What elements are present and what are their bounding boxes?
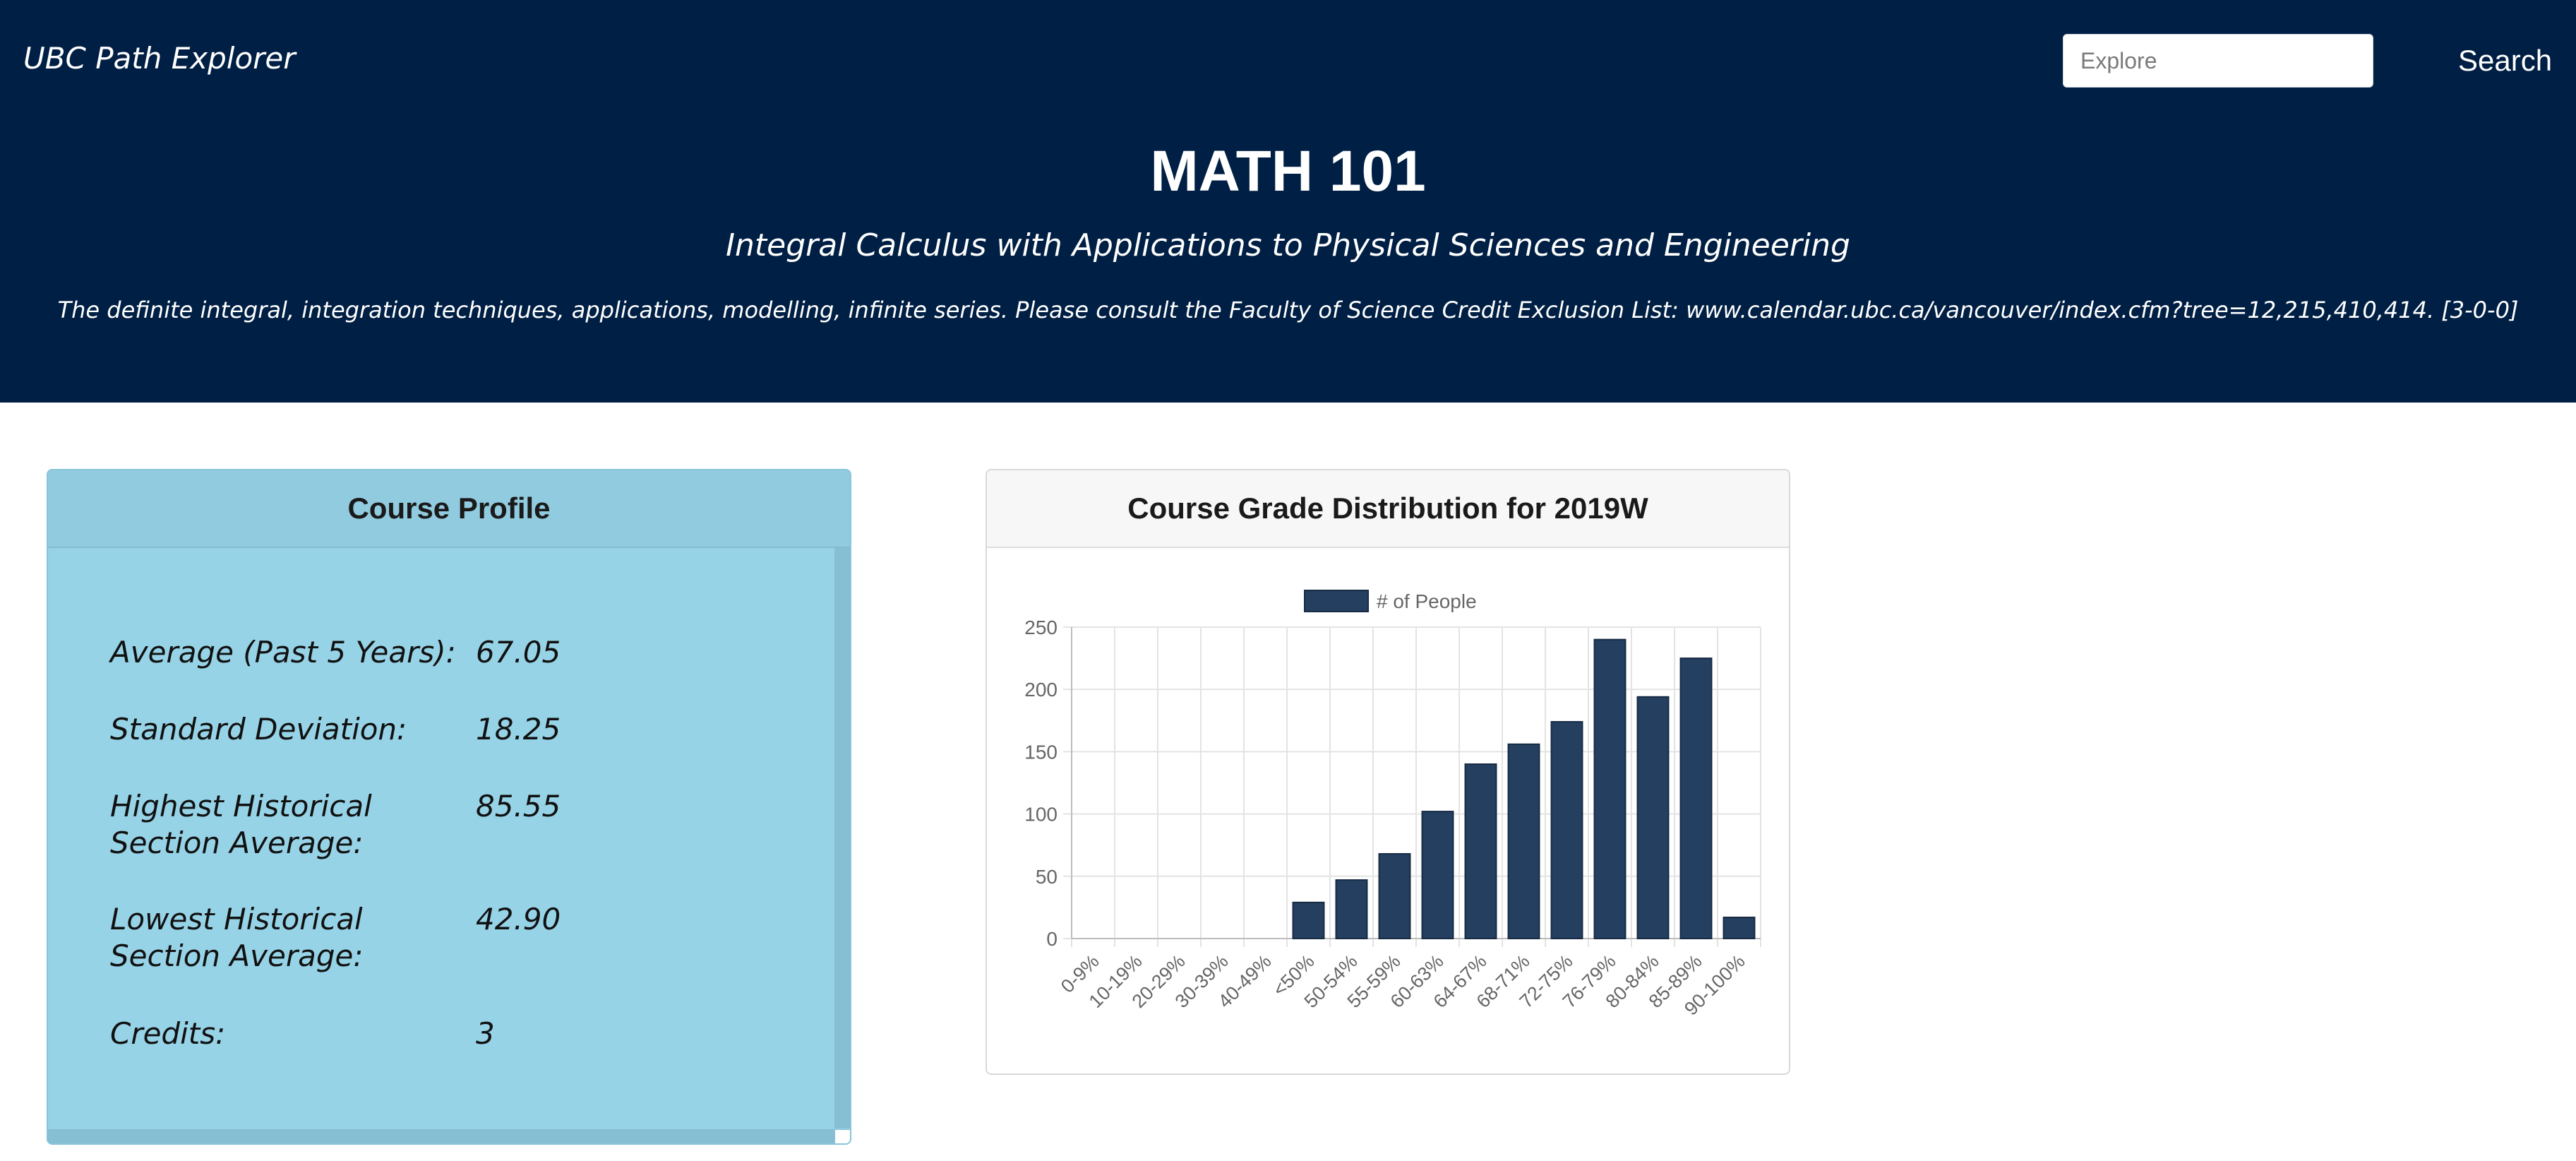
course-profile-card: Course Profile Average (Past 5 Years): 6… — [47, 469, 851, 1145]
y-tick-label: 0 — [1046, 928, 1058, 950]
search-button[interactable]: Search — [2443, 34, 2568, 88]
bar-55-59% — [1378, 853, 1411, 940]
course-title: Integral Calculus with Applications to P… — [726, 227, 1850, 263]
brand-link[interactable]: UBC Path Explorer — [23, 41, 296, 76]
grade-distribution-title: Course Grade Distribution for 2019W — [987, 470, 1789, 548]
course-description: The definite integral, integration techn… — [57, 297, 2519, 323]
y-tick-label: 50 — [1036, 866, 1058, 888]
stat-value: 42.90 — [476, 902, 561, 936]
y-tick-label: 200 — [1024, 679, 1058, 701]
legend-label: # of People — [1377, 590, 1477, 612]
stat-label: Highest Historical Section Average: — [110, 789, 372, 860]
course-profile-body: Average (Past 5 Years): 67.05 Standard D… — [48, 548, 850, 1143]
y-tick-label: 150 — [1024, 741, 1058, 763]
stat-value: 3 — [476, 1016, 495, 1051]
search-input[interactable] — [2063, 34, 2373, 88]
bar-<50% — [1292, 901, 1325, 939]
horizontal-scrollbar[interactable] — [48, 1129, 834, 1143]
bar-64-67% — [1464, 763, 1497, 940]
vertical-scrollbar[interactable] — [834, 548, 850, 1129]
stat-value: 67.05 — [476, 635, 561, 669]
header-banner: UBC Path Explorer Search MATH 101 Integr… — [0, 0, 2576, 403]
course-profile-title: Course Profile — [48, 470, 850, 548]
legend-swatch — [1304, 590, 1369, 612]
bar-68-71% — [1507, 743, 1540, 939]
stat-label: Standard Deviation: — [110, 712, 407, 746]
grade-distribution-chart: # of People0501001502002500-9%10-19%20-2… — [1024, 590, 1761, 1020]
resize-handle[interactable] — [834, 1129, 850, 1143]
stat-value: 85.55 — [476, 789, 561, 823]
stat-label: Lowest Historical Section Average: — [110, 902, 364, 973]
bar-72-75% — [1550, 721, 1583, 939]
y-tick-label: 250 — [1024, 617, 1058, 638]
bar-80-84% — [1636, 696, 1670, 939]
bar-50-54% — [1335, 879, 1368, 940]
bar-90-100% — [1723, 917, 1756, 940]
bar-85-89% — [1679, 657, 1713, 939]
stat-label: Credits: — [110, 1016, 226, 1051]
stat-label: Average (Past 5 Years): — [110, 635, 456, 669]
bar-76-79% — [1593, 638, 1627, 939]
bar-60-63% — [1421, 811, 1454, 939]
stat-value: 18.25 — [476, 712, 561, 746]
y-tick-label: 100 — [1024, 804, 1058, 826]
grade-distribution-card: Course Grade Distribution for 2019W # of… — [986, 469, 1790, 1075]
course-code: MATH 101 — [1150, 139, 1426, 203]
